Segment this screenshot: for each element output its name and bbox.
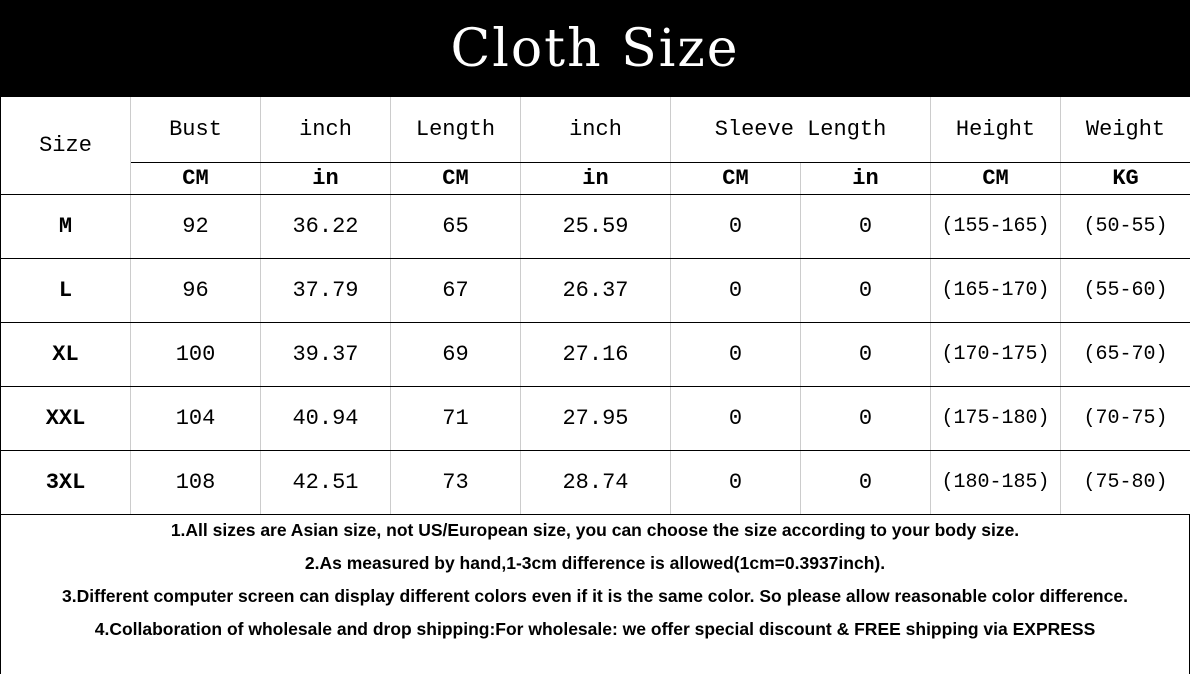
value-cell: (75-80) [1060,450,1190,515]
value-cell: (50-55) [1060,194,1190,259]
size-cell: XL [0,322,131,387]
unit-cell: CM [930,162,1062,195]
value-cell: (65-70) [1060,322,1190,387]
note: 2.As measured by hand,1-3cm difference i… [304,553,886,573]
unit-cell: in [799,162,932,195]
unit-cell: KG [1060,162,1190,195]
note: 1.All sizes are Asian size, not US/Europ… [170,520,1020,540]
value-cell: (175-180) [930,386,1062,451]
size-cell: 3XL [0,450,131,515]
header-inch: inch [260,97,391,163]
note: 3.Different computer screen can display … [62,586,1128,606]
size-cell: L [0,258,131,323]
value-cell: (180-185) [930,450,1062,515]
value-cell: (165-170) [930,258,1062,323]
value-cell: 96 [130,258,261,323]
value-cell: 0 [799,322,932,387]
header-sleeve-length: Sleeve Length [669,97,932,163]
page-title: Cloth Size [0,0,1190,97]
header-height: Height [930,97,1062,163]
value-cell: 0 [670,322,801,387]
value-cell: 73 [390,450,521,515]
value-cell: 40.94 [260,386,391,451]
value-cell: 0 [799,194,932,259]
value-cell: (70-75) [1060,386,1190,451]
size-cell: M [0,194,131,259]
table-row: L 96 37.79 67 26.37 0 0 (165-170) (55-60) [0,258,1190,323]
unit-cell: CM [130,162,261,195]
unit-cell: in [260,162,391,195]
table-row: XXL 104 40.94 71 27.95 0 0 (175-180) (70-75) [0,386,1190,451]
value-cell: 25.59 [520,194,671,259]
size-table: Size Bust inch Length inch Sleeve Length… [0,97,1190,515]
value-cell: 104 [130,386,261,451]
header-inch: inch [520,97,671,163]
value-cell: 0 [670,450,801,515]
table-row: M 92 36.22 65 25.59 0 0 (155-165) (50-55) [0,194,1190,259]
value-cell: 69 [390,322,521,387]
value-cell: 0 [799,258,932,323]
value-cell: 65 [390,194,521,259]
value-cell: 0 [670,386,801,451]
header-size: Size [0,97,131,195]
header-bust: Bust [130,97,261,163]
unit-cell: in [520,162,671,195]
unit-cell: CM [670,162,801,195]
value-cell: (170-175) [930,322,1062,387]
value-cell: 28.74 [520,450,671,515]
value-cell: 0 [670,194,801,259]
value-cell: 36.22 [260,194,391,259]
value-cell: 100 [130,322,261,387]
value-cell: 27.95 [520,386,671,451]
notes: 1.All sizes are Asian size, not US/Europ… [0,514,1190,674]
value-cell: 27.16 [520,322,671,387]
value-cell: 67 [390,258,521,323]
value-cell: 26.37 [520,258,671,323]
value-cell: 71 [390,386,521,451]
value-cell: 42.51 [260,450,391,515]
value-cell: 108 [130,450,261,515]
note: 4.Collaboration of wholesale and drop sh… [94,619,1096,639]
size-cell: XXL [0,386,131,451]
header-weight: Weight [1060,97,1190,163]
value-cell: 39.37 [260,322,391,387]
value-cell: 0 [799,386,932,451]
header-length: Length [390,97,521,163]
value-cell: (55-60) [1060,258,1190,323]
value-cell: 0 [670,258,801,323]
value-cell: 0 [799,450,932,515]
table-row: XL 100 39.37 69 27.16 0 0 (170-175) (65-70) [0,322,1190,387]
unit-cell: CM [390,162,521,195]
value-cell: 37.79 [260,258,391,323]
table-row: 3XL 108 42.51 73 28.74 0 0 (180-185) (75-80) [0,450,1190,515]
value-cell: 92 [130,194,261,259]
value-cell: (155-165) [930,194,1062,259]
